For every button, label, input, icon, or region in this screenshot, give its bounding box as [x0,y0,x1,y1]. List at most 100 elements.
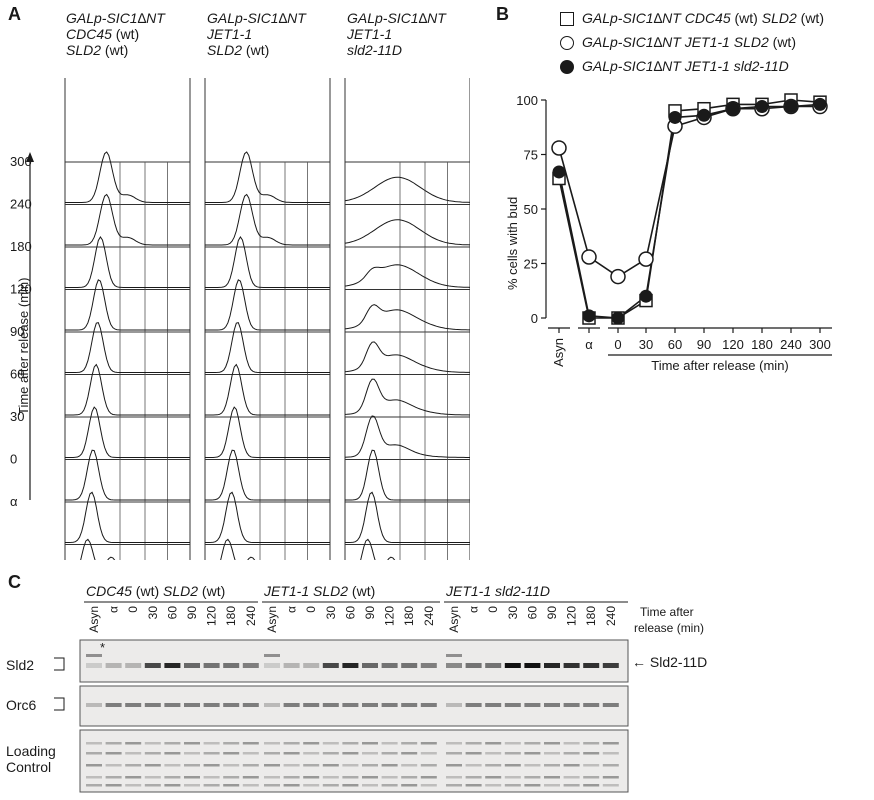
histogram-cell [204,246,331,290]
loading-band [322,742,339,745]
histogram-cell [344,161,470,205]
loading-band [342,784,359,787]
loading-band [223,776,240,779]
loading-band [381,784,398,787]
lane-label: 120 [383,606,397,626]
header-italic: JET1-1 [207,26,253,42]
loading-band [86,742,102,745]
loading-band [420,764,437,767]
sld2-band-upper [264,654,280,657]
loading-band [242,742,259,745]
blot-group-header: JET1-1 SLD2 (wt) [264,583,375,599]
data-point-filled-circle [552,165,566,179]
histogram-trace [205,151,330,203]
sld2-band [420,663,437,668]
loading-band [303,764,320,767]
loading-band [164,764,181,767]
sld2-band [602,663,619,668]
data-point-open-circle [638,251,654,267]
x-tick-label: 180 [751,337,773,352]
loading-band [381,776,398,779]
lane-label: Asyn [265,606,279,633]
legend-gene: sld2-11D [733,58,789,74]
group-gene: SLD2 [163,583,199,599]
loading-band [203,742,220,745]
loading-band [144,742,161,745]
sld2-band [381,663,398,668]
histogram-trace [205,491,330,543]
header-line: sld2-11D [347,42,446,58]
loading-band [524,764,541,767]
loading-band [401,752,418,755]
orc6-band [303,703,320,707]
header-italic: GALp-SIC1∆NT [207,10,306,26]
loading-band [563,742,580,745]
group-gene: SLD2 [313,583,349,599]
loading-band [381,742,398,745]
histogram-cell [204,331,331,375]
histogram-trace [65,449,190,501]
loading-band [381,752,398,755]
loading-band [420,742,437,745]
histogram-trace [344,264,470,288]
sld2-band [485,663,502,668]
header-line: SLD2 (wt) [66,42,165,58]
loading-band [524,742,541,745]
loading-band [583,764,600,767]
header-italic: GALp-SIC1∆NT [347,10,446,26]
histogram-trace [205,406,330,458]
header-italic: GALp-SIC1∆NT [66,10,165,26]
loading-band [342,752,359,755]
loading-band [105,784,122,787]
blot-group-header: CDC45 (wt) SLD2 (wt) [86,583,225,599]
orc6-band [125,703,142,707]
loading-band [602,764,619,767]
lane-label: 60 [165,606,179,620]
loading-band [446,752,462,755]
loading-band [125,752,142,755]
row-time-label: 120 [10,282,32,297]
loading-band [264,764,280,767]
loading-band [583,776,600,779]
loading-band [504,742,521,745]
histogram-trace [65,279,190,331]
legend-genotype: GALp-SIC1∆NT [582,34,681,50]
loading-band [264,752,280,755]
histogram-trace [360,538,396,560]
sld2-band [264,663,280,668]
lane-label: 30 [506,606,520,620]
y-tick-label: 50 [524,202,538,217]
orc6-band [283,703,300,707]
lane-label: α [285,606,299,613]
blot-row-label: Control [6,759,51,775]
header-italic: SLD2 [207,42,243,58]
header-line: JET1-1 [347,26,446,42]
loading-band [446,742,462,745]
histogram-cell [204,544,331,560]
legend-wt: (wt) [768,34,796,50]
histogram-cell [64,459,191,503]
histogram-trace [205,449,330,501]
loading-band [602,776,619,779]
loading-band [465,752,482,755]
sld2-band [504,663,521,668]
legend-gene: SLD2 [761,10,797,26]
loading-band [86,776,102,779]
loading-band [342,776,359,779]
loading-band [420,776,437,779]
row-time-label: 180 [10,239,32,254]
loading-band [125,776,142,779]
loading-band [184,752,200,755]
loading-band [401,776,418,779]
orc6-band [86,703,102,707]
loading-band [164,742,181,745]
legend-gene: SLD2 [733,34,769,50]
group-wt: (wt) [131,583,164,599]
loading-band [381,764,398,767]
loading-band [184,784,200,787]
sld2-band [86,663,102,668]
histogram-trace [65,491,190,543]
panel-label-b: B [496,4,509,24]
loading-band [563,764,580,767]
lane-label: 0 [126,606,140,613]
